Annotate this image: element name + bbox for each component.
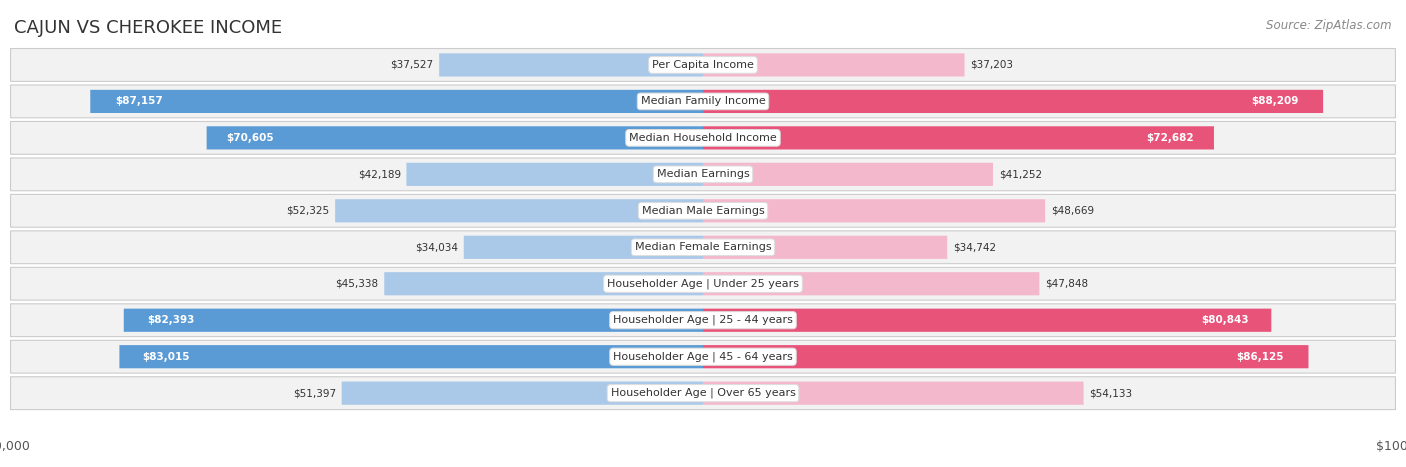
Text: $34,034: $34,034 [415, 242, 458, 252]
FancyBboxPatch shape [10, 121, 1396, 154]
Text: Householder Age | Over 65 years: Householder Age | Over 65 years [610, 388, 796, 398]
Text: $86,125: $86,125 [1237, 352, 1284, 362]
Text: $52,325: $52,325 [287, 206, 329, 216]
Text: $37,527: $37,527 [391, 60, 433, 70]
Text: Per Capita Income: Per Capita Income [652, 60, 754, 70]
Text: $48,669: $48,669 [1050, 206, 1094, 216]
Text: Median Female Earnings: Median Female Earnings [634, 242, 772, 252]
Text: Source: ZipAtlas.com: Source: ZipAtlas.com [1267, 19, 1392, 32]
Text: $88,209: $88,209 [1251, 96, 1298, 106]
Text: Householder Age | 45 - 64 years: Householder Age | 45 - 64 years [613, 352, 793, 362]
FancyBboxPatch shape [10, 377, 1396, 410]
Text: $54,133: $54,133 [1090, 388, 1132, 398]
Text: $83,015: $83,015 [143, 352, 190, 362]
FancyBboxPatch shape [335, 199, 703, 222]
FancyBboxPatch shape [703, 199, 1045, 222]
FancyBboxPatch shape [124, 309, 703, 332]
FancyBboxPatch shape [703, 272, 1039, 295]
Text: Median Earnings: Median Earnings [657, 170, 749, 179]
FancyBboxPatch shape [10, 49, 1396, 81]
FancyBboxPatch shape [384, 272, 703, 295]
Text: $45,338: $45,338 [336, 279, 378, 289]
FancyBboxPatch shape [703, 53, 965, 77]
FancyBboxPatch shape [703, 236, 948, 259]
Text: $72,682: $72,682 [1146, 133, 1194, 143]
FancyBboxPatch shape [120, 345, 703, 368]
Text: CAJUN VS CHEROKEE INCOME: CAJUN VS CHEROKEE INCOME [14, 19, 283, 37]
Text: $82,393: $82,393 [148, 315, 194, 325]
FancyBboxPatch shape [10, 340, 1396, 373]
FancyBboxPatch shape [703, 382, 1084, 405]
Text: $87,157: $87,157 [115, 96, 163, 106]
Text: $70,605: $70,605 [226, 133, 274, 143]
FancyBboxPatch shape [10, 194, 1396, 227]
Text: Median Male Earnings: Median Male Earnings [641, 206, 765, 216]
FancyBboxPatch shape [703, 309, 1271, 332]
FancyBboxPatch shape [439, 53, 703, 77]
FancyBboxPatch shape [10, 304, 1396, 337]
FancyBboxPatch shape [703, 163, 993, 186]
FancyBboxPatch shape [703, 345, 1309, 368]
Text: Householder Age | 25 - 44 years: Householder Age | 25 - 44 years [613, 315, 793, 325]
Text: Median Household Income: Median Household Income [628, 133, 778, 143]
FancyBboxPatch shape [10, 85, 1396, 118]
Text: $34,742: $34,742 [953, 242, 995, 252]
FancyBboxPatch shape [703, 126, 1213, 149]
FancyBboxPatch shape [10, 231, 1396, 264]
FancyBboxPatch shape [464, 236, 703, 259]
FancyBboxPatch shape [703, 90, 1323, 113]
FancyBboxPatch shape [342, 382, 703, 405]
FancyBboxPatch shape [10, 267, 1396, 300]
Text: $37,203: $37,203 [970, 60, 1014, 70]
Text: Householder Age | Under 25 years: Householder Age | Under 25 years [607, 278, 799, 289]
Text: $47,848: $47,848 [1045, 279, 1088, 289]
Text: $42,189: $42,189 [357, 170, 401, 179]
FancyBboxPatch shape [406, 163, 703, 186]
FancyBboxPatch shape [90, 90, 703, 113]
Text: $41,252: $41,252 [998, 170, 1042, 179]
Text: $51,397: $51,397 [292, 388, 336, 398]
FancyBboxPatch shape [10, 158, 1396, 191]
FancyBboxPatch shape [207, 126, 703, 149]
Text: $80,843: $80,843 [1201, 315, 1249, 325]
Text: Median Family Income: Median Family Income [641, 96, 765, 106]
